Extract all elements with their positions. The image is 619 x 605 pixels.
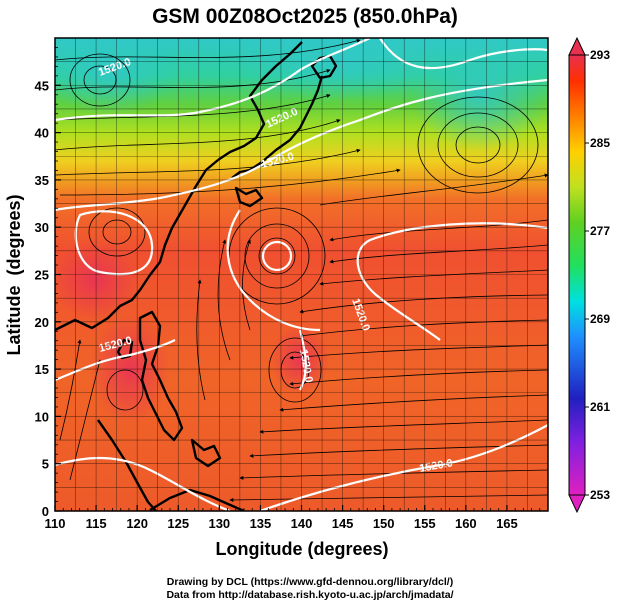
y-tick-label: 10 [35,409,49,424]
colorbar-ticks: 253 261 269 277 285 293 [585,48,610,502]
x-tick-label: 120 [126,516,148,531]
y-tick-label: 15 [35,362,49,377]
hot-region-philippines [90,315,170,425]
hot-region-typhoon [270,325,330,395]
y-tick-label: 45 [35,78,49,93]
x-tick-label: 150 [373,516,395,531]
credit-drawing: Drawing by DCL (https://www.gfd-dennou.o… [167,576,453,588]
chart-title: GSM 00Z08Oct2025 (850.0hPa) [152,5,458,28]
colorbar-tick-label: 277 [590,224,610,238]
grid-lines [55,38,548,511]
geopotential-contours [55,38,548,511]
colorbar-gradient [568,54,586,496]
x-tick-label: 160 [455,516,477,531]
x-tick-label: 135 [250,516,272,531]
x-tick-label: 125 [167,516,189,531]
colorbar-tick-label: 269 [590,312,610,326]
x-axis-title: Longitude (degrees) [215,539,388,559]
y-tick-label: 40 [35,126,49,141]
y-tick-label: 0 [42,504,49,519]
y-tick-label: 35 [35,173,49,188]
x-tick-label: 145 [332,516,354,531]
hot-region-southchina [55,240,140,320]
y-tick-label: 30 [35,220,49,235]
x-tick-label: 155 [414,516,436,531]
x-tick-label: 140 [291,516,313,531]
plot-area: 1520.0 1520.0 1520.0 1520.0 1520.0 1520.… [55,38,548,511]
y-axis-title: Latitude (degrees) [4,194,24,355]
y-axis-ticks: 0 5 10 15 20 25 30 35 40 45 [35,37,61,519]
x-tick-label: 110 [45,516,66,531]
colorbar-tick-label: 261 [590,400,610,414]
colorbar-tick-label: 285 [590,136,610,150]
credit-data: Data from http://database.rish.kyoto-u.a… [166,589,453,601]
x-tick-label: 165 [496,516,518,531]
colorbar-top-cap [568,36,586,56]
colorbar-bottom-cap [568,494,586,514]
contour-label: 1520.0 [418,457,453,475]
colorbar-tick-label: 253 [590,488,610,502]
x-tick-label: 115 [86,516,107,531]
y-tick-label: 5 [42,457,49,472]
y-tick-label: 20 [35,315,49,330]
x-tick-label: 130 [208,516,230,531]
y-tick-label: 25 [35,268,49,283]
x-axis-ticks: 110 115 120 125 130 135 140 145 150 155 160 165 [45,505,549,531]
colorbar: 253 261 269 277 285 293 [568,36,610,514]
colorbar-tick-label: 293 [590,48,610,62]
